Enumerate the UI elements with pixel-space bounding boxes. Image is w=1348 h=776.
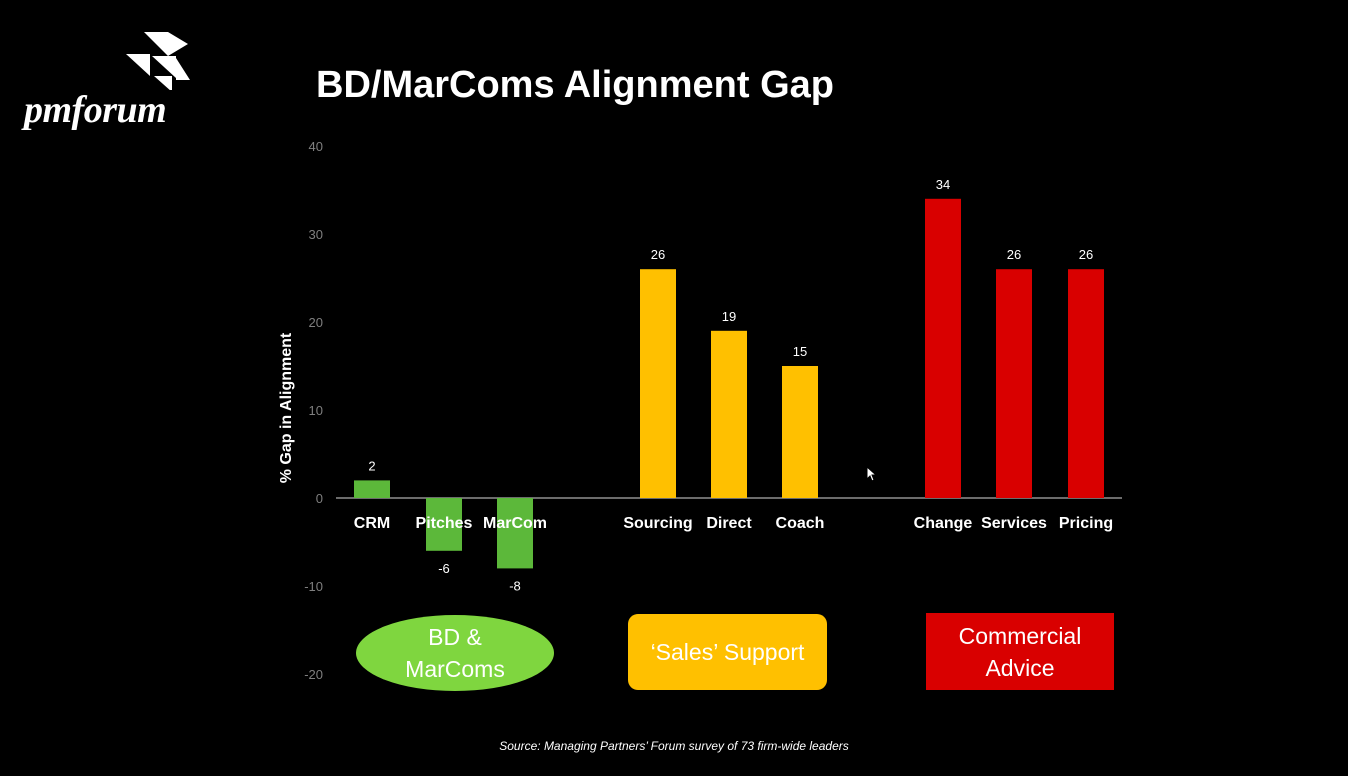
bar-pricing [1068, 269, 1104, 498]
bar-coach [782, 366, 818, 498]
y-tick-label: 30 [309, 227, 323, 242]
data-label: 2 [368, 458, 375, 473]
mouse-cursor-icon [866, 466, 878, 482]
bar-change [925, 198, 961, 499]
source-note: Source: Managing Partners’ Forum survey … [499, 739, 849, 753]
bar-services [996, 269, 1032, 498]
y-tick-label: -20 [304, 667, 323, 682]
y-tick-label: 20 [309, 315, 323, 330]
page-title: BD/MarComs Alignment Gap [316, 64, 834, 106]
data-label: 26 [1079, 247, 1093, 262]
category-label: MarCom [483, 515, 547, 532]
badge-bd-marcoms: BD & MarComs [356, 615, 554, 691]
category-label: Services [981, 515, 1047, 532]
data-label: -6 [438, 561, 450, 576]
bar-pitches [426, 498, 462, 551]
y-tick-label: 40 [309, 139, 323, 154]
y-tick-label: -10 [304, 579, 323, 594]
data-label: 26 [1007, 247, 1021, 262]
badge-sales-support-label: ‘Sales’ Support [650, 639, 805, 665]
y-axis-label: % Gap in Alignment [278, 332, 295, 484]
bar-direct [711, 330, 747, 498]
data-label: 26 [651, 247, 665, 262]
category-label: Sourcing [623, 515, 692, 532]
data-label: 19 [722, 309, 736, 324]
pmforum-logo: pmforum [18, 30, 208, 140]
y-tick-label: 10 [309, 403, 323, 418]
data-label: 34 [936, 177, 950, 192]
bar-marcom [497, 498, 533, 569]
badge-sales-support: ‘Sales’ Support [628, 614, 827, 690]
badge-commercial-advice: Commercial Advice [926, 613, 1114, 690]
category-label: Change [914, 515, 973, 532]
category-label: Direct [706, 515, 752, 532]
category-label: Pricing [1059, 515, 1113, 532]
category-label: Pitches [416, 515, 473, 532]
badge-bd-marcoms-label: BD & MarComs [405, 624, 505, 682]
bar-crm [354, 480, 390, 498]
logo-triangles-icon [126, 32, 190, 92]
category-label: Coach [776, 515, 825, 532]
bar-sourcing [640, 269, 676, 498]
category-label: CRM [354, 515, 390, 532]
badge-commercial-advice-label: Commercial Advice [958, 622, 1082, 681]
y-tick-label: 0 [316, 491, 323, 506]
data-label: 15 [793, 344, 807, 359]
data-label: -8 [509, 578, 521, 593]
logo-text: pmforum [24, 89, 167, 131]
